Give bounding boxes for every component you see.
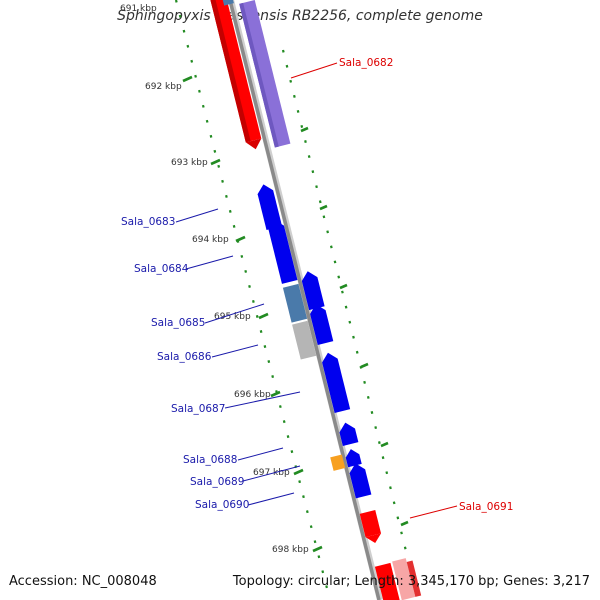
outer-tick (319, 204, 328, 211)
gene-label-sala-0682[interactable]: Sala_0682 (339, 57, 393, 69)
feature-sala-0685 (282, 283, 308, 323)
kbp-label-698: 698 kbp (272, 545, 309, 555)
feature-forward-small (345, 449, 362, 468)
gene-label-sala-0684[interactable]: Sala_0684 (134, 263, 189, 275)
gene-label-sala-0691[interactable]: Sala_0691 (459, 501, 513, 513)
feature-sala-0684 (268, 219, 298, 284)
leader-sala-0682 (290, 62, 338, 79)
gene-label-sala-0686[interactable]: Sala_0686 (157, 351, 212, 363)
feature-pink-bottom (392, 558, 416, 600)
feature-red-top-arrow (245, 138, 262, 150)
feature-sala-0686 (292, 320, 317, 360)
major-tick (270, 390, 281, 398)
map-title: Sphingopyxis alaskensis RB2256, complete… (117, 8, 483, 24)
leader-sala-0685 (204, 303, 265, 324)
feature-forward-695a (301, 271, 325, 311)
gene-label-sala-0687[interactable]: Sala_0687 (171, 403, 225, 415)
feature-sala-0691 (359, 510, 382, 538)
kbp-label-696: 696 kbp (234, 390, 271, 400)
feature-sala-0691-arrow (365, 533, 382, 544)
major-tick (182, 75, 193, 83)
kbp-label-694: 694 kbp (192, 235, 229, 245)
major-tick (210, 158, 221, 166)
major-tick (235, 235, 246, 243)
leader-sala-0691 (409, 505, 458, 519)
feature-sala-0689 (330, 454, 346, 471)
outer-tick (380, 441, 389, 448)
feature-sala-0682-shade (239, 2, 279, 148)
gene-label-sala-0685[interactable]: Sala_0685 (151, 317, 205, 329)
kbp-label-692: 692 kbp (145, 82, 182, 92)
kbp-label-691: 691 kbp (120, 4, 157, 14)
feature-sala-0688 (339, 422, 359, 446)
feature-red-top-shade (210, 0, 251, 143)
gene-label-sala-0689[interactable]: Sala_0689 (190, 476, 244, 488)
backbone-axis (228, 0, 381, 600)
feature-track (210, 0, 422, 600)
feature-forward-695b (310, 304, 334, 346)
outer-tick-track (281, 49, 420, 600)
feature-sala-0682 (239, 0, 291, 148)
leader-sala-0684 (185, 255, 234, 270)
leader-sala-0686 (211, 344, 259, 358)
leader-sala-0687 (224, 391, 301, 409)
feature-sala-0690 (349, 463, 372, 499)
feature-steel-top (220, 0, 234, 6)
accession-text: Accession: NC_008048 (9, 574, 157, 589)
outer-tick (339, 283, 348, 290)
gene-label-sala-0688[interactable]: Sala_0688 (183, 454, 237, 466)
feature-sala-0683 (257, 184, 283, 230)
gene-label-sala-0683[interactable]: Sala_0683 (121, 216, 175, 228)
leader-sala-0688 (237, 447, 284, 461)
gene-label-sala-0690[interactable]: Sala_0690 (195, 499, 249, 511)
outer-ticks (300, 126, 409, 527)
feature-sala-0687 (322, 352, 351, 413)
feature-red-bottom (374, 562, 401, 600)
leader-sala-0690 (247, 492, 295, 506)
leader-sala-0683 (175, 208, 219, 223)
kbp-label-693: 693 kbp (171, 158, 208, 168)
major-tick (293, 468, 304, 476)
outer-tick (300, 126, 309, 133)
leader-lines (175, 62, 458, 519)
leader-sala-0689 (242, 465, 301, 482)
major-tick (312, 545, 323, 553)
genome-summary-text: Topology: circular; Length: 3,345,170 bp… (232, 574, 590, 589)
outer-tick (400, 520, 409, 527)
major-ticks (182, 75, 323, 553)
feature-red-bottom-b (406, 560, 422, 597)
major-tick (258, 312, 269, 320)
outer-tick (360, 362, 369, 369)
kbp-label-695: 695 kbp (214, 312, 251, 322)
